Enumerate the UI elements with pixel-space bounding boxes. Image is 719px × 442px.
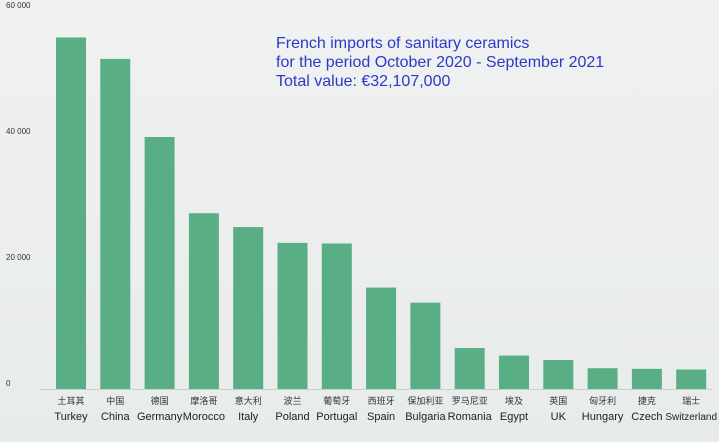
x-tick-label: Portugal xyxy=(316,411,357,423)
x-tick-label-zh: 捷克 xyxy=(638,395,656,406)
x-tick-label: Poland xyxy=(275,411,309,423)
x-tick-label-zh: 摩洛哥 xyxy=(190,395,217,406)
bar-czech xyxy=(631,368,662,389)
chart-total-value: Total value: €32,107,000 xyxy=(276,73,451,90)
bar-spain xyxy=(366,287,397,389)
x-tick-label: Turkey xyxy=(54,411,88,423)
x-tick-label-zh: 匈牙利 xyxy=(589,395,616,406)
bar-uk xyxy=(543,360,574,389)
x-tick-label-zh: 意大利 xyxy=(235,395,262,406)
x-tick-label-zh: 波兰 xyxy=(283,395,301,406)
chart-title-block: French imports of sanitary ceramics for … xyxy=(276,34,604,91)
x-tick-label-zh: 西班牙 xyxy=(368,395,395,406)
chart-subtitle: for the period October 2020 - September … xyxy=(276,54,605,71)
x-tick-label: UK xyxy=(551,411,567,423)
bar-poland xyxy=(277,242,308,389)
x-tick-label-zh: 埃及 xyxy=(505,395,523,406)
x-tick-label: China xyxy=(101,411,131,423)
bar-switzerland xyxy=(676,369,707,389)
chart-title: French imports of sanitary ceramics xyxy=(276,35,530,52)
x-tick-label-zh: 瑞士 xyxy=(682,395,700,406)
x-tick-label: Egypt xyxy=(500,411,528,423)
x-tick-label: Bulgaria xyxy=(405,411,446,423)
bar-portugal xyxy=(321,243,352,389)
x-tick-label: Switzerland xyxy=(665,412,717,423)
bar-hungary xyxy=(587,368,618,389)
bar-egypt xyxy=(499,355,529,389)
x-tick-label: Czech xyxy=(631,411,662,423)
bar-bulgaria xyxy=(410,302,441,389)
x-tick-label: Hungary xyxy=(582,411,624,423)
y-tick-label: 60 000 xyxy=(6,1,31,10)
y-tick-label: 40 000 xyxy=(6,127,31,136)
x-tick-label-zh: 罗马尼亚 xyxy=(452,396,488,406)
bar-romania xyxy=(454,348,485,389)
bar-italy xyxy=(233,227,264,389)
x-tick-label: Morocco xyxy=(183,411,225,423)
x-tick-label-zh: 土耳其 xyxy=(57,395,84,406)
x-tick-label-zh: 德国 xyxy=(151,395,169,406)
y-tick-label: 20 000 xyxy=(6,253,31,262)
x-tick-label: Romania xyxy=(448,411,493,423)
y-tick-label: 0 xyxy=(6,379,11,388)
x-tick-label-zh: 中国 xyxy=(106,395,124,406)
x-tick-label-zh: 葡萄牙 xyxy=(323,395,350,406)
x-tick-label-zh: 英国 xyxy=(549,395,567,406)
bar-germany xyxy=(144,137,175,389)
x-tick-label: Germany xyxy=(137,411,183,423)
bar-china xyxy=(100,58,131,389)
bar-morocco xyxy=(188,213,219,389)
bar-turkey xyxy=(56,37,86,390)
x-tick-label: Italy xyxy=(238,411,259,423)
x-tick-label-zh: 保加利亚 xyxy=(407,395,443,406)
x-tick-label: Spain xyxy=(367,411,395,423)
